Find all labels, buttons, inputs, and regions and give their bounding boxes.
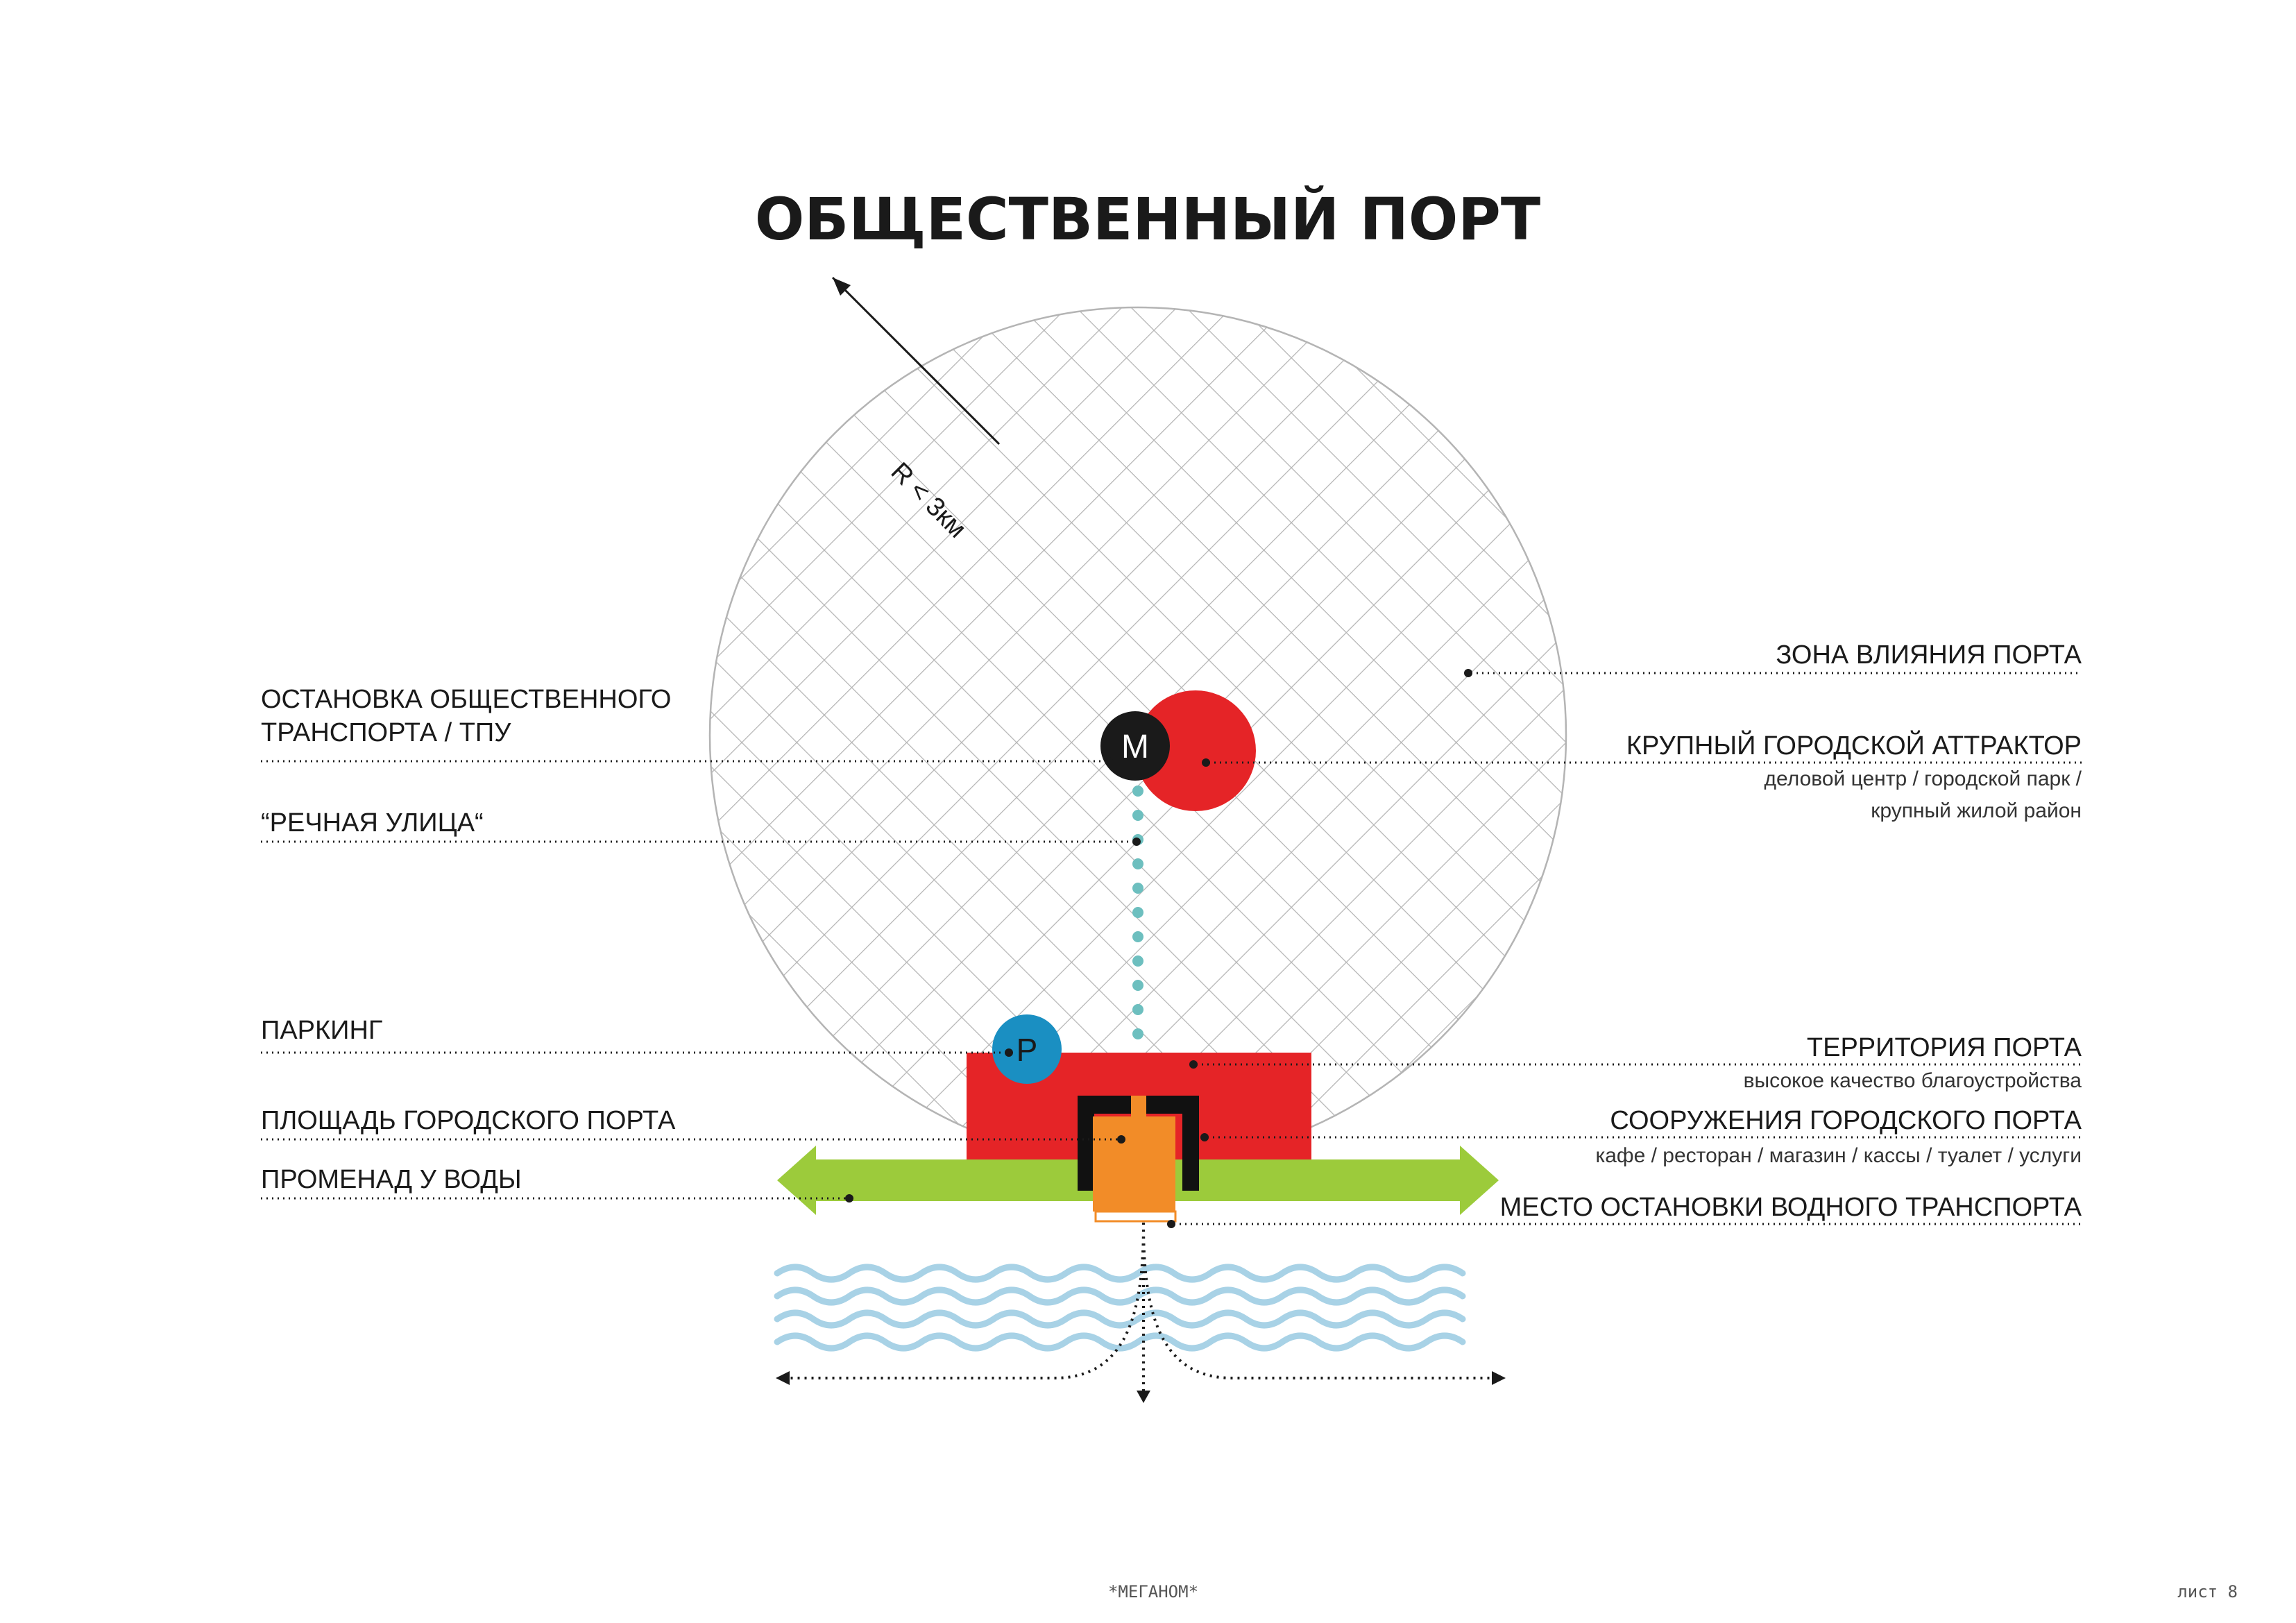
label-attractor-sub1: деловой центр / городской парк /: [1764, 767, 2082, 790]
label-influence-zone-text: ЗОНА ВЛИЯНИЯ ПОРТА: [1776, 640, 2082, 670]
label-water-stop-text: МЕСТО ОСТАНОВКИ ВОДНОГО ТРАНСПОРТА: [1500, 1193, 2082, 1222]
label-port-buildings: СООРУЖЕНИЯ ГОРОДСКОГО ПОРТА кафе / ресто…: [1200, 1106, 2082, 1167]
label-parking: ПАРКИНГ: [261, 1016, 1013, 1057]
water-stop-pier: [1094, 1210, 1177, 1223]
label-promenade-text: ПРОМЕНАД У ВОДЫ: [261, 1165, 522, 1194]
label-transit-stop-line1: ОСТАНОВКА ОБЩЕСТВЕННОГО: [261, 685, 671, 714]
label-river-street: “РЕЧНАЯ УЛИЦА“: [261, 808, 1141, 846]
label-attractor: КРУПНЫЙ ГОРОДСКОЙ АТТРАКТОР деловой цент…: [1202, 729, 2082, 822]
water-transport-routes: [783, 1222, 1499, 1395]
label-port-territory: ТЕРРИТОРИЯ ПОРТА высокое качество благоу…: [1189, 1033, 2082, 1092]
label-attractor-text: КРУПНЫЙ ГОРОДСКОЙ АТТРАКТОР: [1626, 729, 2082, 760]
port-buildings-frame: [1078, 1096, 1199, 1191]
port-building-connector: [1131, 1096, 1146, 1116]
label-attractor-sub2: крупный жилой район: [1871, 799, 2082, 822]
label-parking-text: ПАРКИНГ: [261, 1016, 382, 1045]
parking-letter: P: [1017, 1032, 1038, 1068]
label-transit-stop-line2: ТРАНСПОРТА / ТПУ: [261, 718, 511, 747]
port-building-block: [1093, 1116, 1175, 1212]
city-attractor-circle: [1135, 690, 1256, 811]
footer-brand: *МЕГАНОМ*: [1108, 1582, 1198, 1601]
label-port-buildings-text: СООРУЖЕНИЯ ГОРОДСКОГО ПОРТА: [1610, 1106, 2082, 1135]
route-arrow-down-icon: [1137, 1391, 1150, 1403]
label-port-square-text: ПЛОЩАДЬ ГОРОДСКОГО ПОРТА: [261, 1106, 676, 1135]
label-transit-stop: ОСТАНОВКА ОБЩЕСТВЕННОГО ТРАНСПОРТА / ТПУ: [261, 685, 1113, 765]
metro-letter: M: [1121, 729, 1149, 765]
parking-marker: P: [992, 1014, 1062, 1084]
label-influence-zone: ЗОНА ВЛИЯНИЯ ПОРТА: [1464, 640, 2082, 677]
page-title: ОБЩЕСТВЕННЫЙ ПОРТ: [755, 185, 1540, 253]
label-port-square: ПЛОЩАДЬ ГОРОДСКОГО ПОРТА: [261, 1106, 1125, 1144]
route-arrow-right-icon: [1492, 1371, 1506, 1385]
radius-arrow-icon: [833, 278, 851, 296]
label-port-territory-text: ТЕРРИТОРИЯ ПОРТА: [1807, 1033, 2082, 1062]
route-arrow-left-icon: [776, 1371, 790, 1385]
label-water-stop: МЕСТО ОСТАНОВКИ ВОДНОГО ТРАНСПОРТА: [1167, 1193, 2082, 1228]
label-port-buildings-sub: кафе / ресторан / магазин / кассы / туал…: [1595, 1144, 2082, 1167]
metro-marker: M: [1100, 711, 1170, 781]
water-waves: [774, 1264, 1466, 1352]
footer-page-number: лист 8: [2177, 1582, 2238, 1601]
label-river-street-text: “РЕЧНАЯ УЛИЦА“: [261, 808, 484, 838]
label-port-territory-sub: высокое качество благоустройства: [1744, 1069, 2082, 1092]
label-promenade: ПРОМЕНАД У ВОДЫ: [261, 1165, 853, 1203]
